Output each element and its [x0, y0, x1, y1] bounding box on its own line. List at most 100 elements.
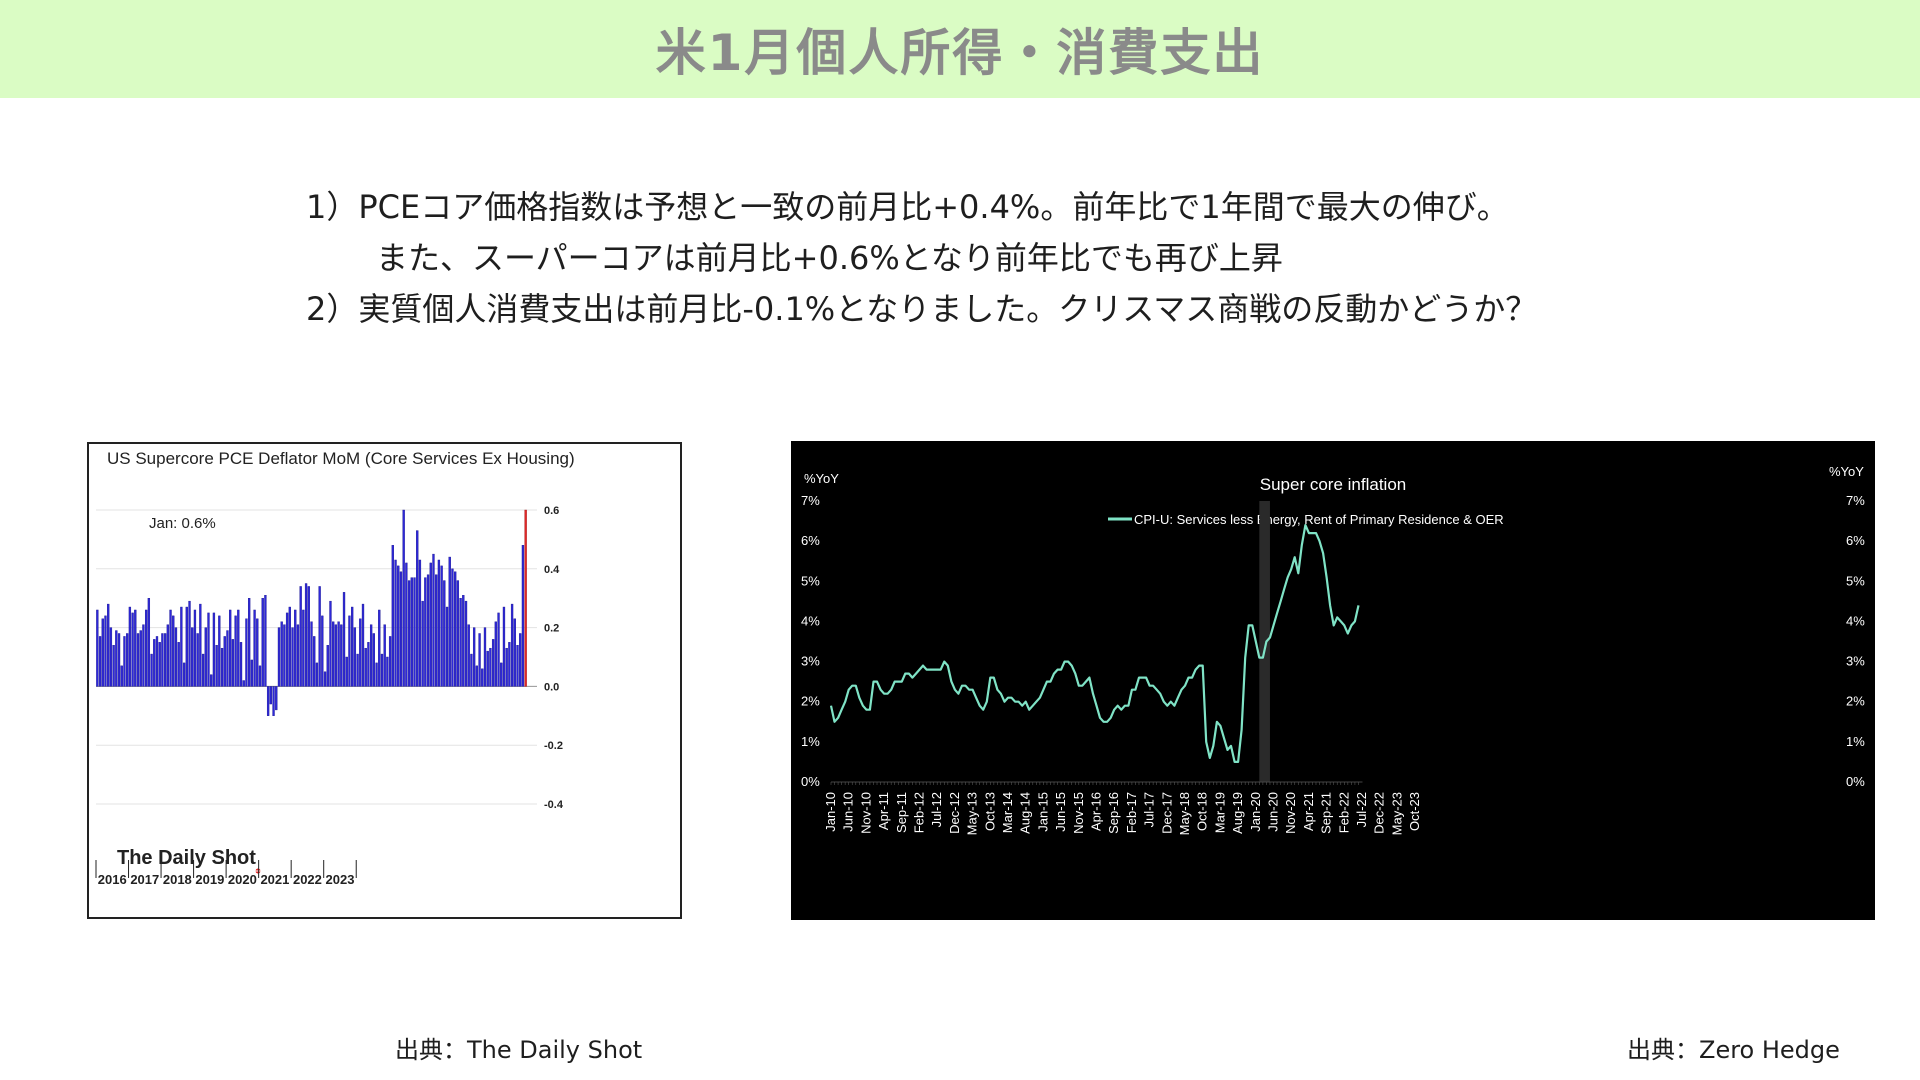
bar [283, 624, 286, 687]
bar [201, 653, 205, 687]
bar [421, 600, 424, 687]
bar [172, 615, 175, 687]
x-tick-label: 2021 [260, 872, 289, 887]
bar [185, 606, 188, 687]
title-banner: 米1月個人所得・消費支出 [0, 0, 1920, 98]
y-tick-label-left: 5% [801, 573, 820, 588]
bar-jan-2024 [524, 509, 527, 687]
bar [134, 609, 137, 687]
source-right: 出典：Zero Hedge [1627, 1036, 1840, 1064]
bar [250, 659, 254, 687]
x-tick-label: Jul-22 [1354, 792, 1369, 827]
bar [491, 639, 495, 687]
x-tick-label: Feb-12 [912, 792, 927, 833]
bar [467, 624, 470, 687]
bar [285, 612, 289, 687]
bar [413, 577, 416, 687]
bar [242, 680, 245, 687]
x-tick-label: Nov-10 [858, 792, 873, 834]
bar [334, 624, 338, 687]
x-tick-label: Jun-10 [841, 792, 856, 832]
bar [207, 612, 210, 687]
bar [380, 653, 384, 687]
bar [128, 606, 132, 687]
bar [348, 615, 351, 687]
bar [226, 630, 229, 687]
y-tick-label-left: 4% [801, 613, 820, 628]
x-tick-label: Dec-22 [1372, 792, 1387, 834]
bar [323, 671, 327, 687]
bar [372, 633, 376, 687]
x-tick-label: 2022 [293, 872, 322, 887]
y-tick-label-right: 3% [1846, 654, 1865, 669]
bar [117, 633, 121, 687]
y-tick-label: -0.2 [544, 740, 563, 752]
bar [510, 603, 514, 687]
y-tick-label-right: 4% [1846, 613, 1865, 628]
bar [153, 639, 156, 687]
bar [258, 665, 262, 687]
bar [104, 615, 107, 687]
x-tick-label: Sep-16 [1106, 792, 1121, 834]
y-tick-label-left: 1% [801, 734, 820, 749]
bar [180, 606, 183, 687]
bar [318, 586, 321, 687]
x-tick-label: Aug-19 [1230, 792, 1245, 834]
bar [483, 627, 487, 687]
bar [399, 571, 403, 687]
x-tick-label: Feb-22 [1336, 792, 1351, 833]
bar [223, 636, 226, 687]
supercore-pce-chart-panel: US Supercore PCE Deflator MoM (Core Serv… [87, 442, 682, 919]
x-tick-label: Jan-20 [1248, 792, 1263, 832]
bar [310, 621, 313, 687]
bar [505, 647, 508, 687]
bullet-2: 2）実質個人消費支出は前月比-0.1%となりました。クリスマス商戦の反動かどうか… [306, 290, 1538, 328]
x-tick-label: Oct-13 [982, 792, 997, 831]
bar [101, 618, 104, 687]
bar [353, 627, 357, 687]
bar [502, 606, 506, 687]
bar [204, 627, 207, 687]
bar [304, 583, 308, 687]
bar [500, 662, 503, 687]
bar [329, 600, 332, 687]
bar [188, 600, 191, 687]
bar [451, 568, 454, 687]
bar [481, 668, 484, 687]
bar [107, 603, 110, 687]
x-tick-label: Nov-20 [1283, 792, 1298, 834]
bar [313, 636, 316, 687]
bar [144, 609, 148, 687]
bar [155, 636, 159, 687]
super-core-inflation-panel: Super core inflation %YoY %YoY CPI-U: Se… [791, 441, 1875, 920]
bar [166, 624, 169, 687]
x-tick-label: Mar-19 [1212, 792, 1227, 833]
x-tick-label: Jun-20 [1266, 792, 1281, 832]
bar [513, 618, 516, 687]
bar [275, 686, 278, 711]
bar [464, 600, 468, 687]
bar [96, 609, 99, 687]
bar [445, 606, 449, 687]
y-tick-label-left: 6% [801, 533, 820, 548]
y-tick-label-right: 6% [1846, 533, 1865, 548]
bar [472, 627, 476, 687]
bar [332, 621, 335, 687]
bar [210, 674, 213, 687]
bar [462, 595, 465, 687]
y-tick-label-right: 5% [1846, 573, 1865, 588]
bar [402, 509, 405, 687]
supercore-pce-bar-chart: US Supercore PCE Deflator MoM (Core Serv… [95, 449, 575, 887]
bar [443, 580, 446, 687]
x-tick-label: Sep-21 [1319, 792, 1334, 834]
y-tick-label-right: 0% [1846, 774, 1865, 789]
bar [131, 612, 134, 687]
bar [231, 639, 235, 687]
bar [367, 642, 370, 687]
bar [272, 686, 275, 716]
x-tick-label: 2023 [326, 872, 355, 887]
bar [136, 633, 140, 687]
bar [220, 647, 224, 687]
bar [299, 586, 302, 687]
bar [191, 627, 194, 687]
